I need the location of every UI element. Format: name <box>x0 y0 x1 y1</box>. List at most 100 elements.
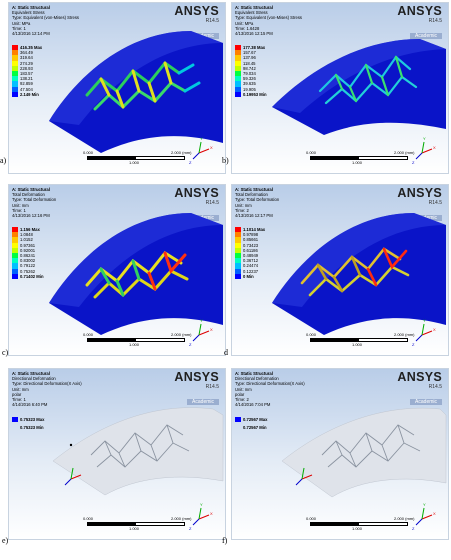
svg-text:Z: Z <box>412 526 415 531</box>
legend-swatch <box>12 232 18 238</box>
caption-c: c) <box>2 348 9 357</box>
panel-header: A: Static Structural Directional Deforma… <box>12 371 82 408</box>
svg-text:Z: Z <box>189 526 192 531</box>
legend-swatch <box>12 263 18 269</box>
scale-bar: 0.000 2.000 (mm) 1.000 <box>83 150 192 165</box>
legend-swatch <box>235 237 241 243</box>
svg-text:X: X <box>210 327 213 332</box>
svg-text:Y: Y <box>423 136 426 141</box>
min-label: 0.72567 Min <box>243 425 267 430</box>
legend-swatch <box>12 247 18 253</box>
panel-d-deformation-time2: A: Static Structural Total Deformation T… <box>231 184 449 356</box>
panel-header: A: Static Structural Equivalent Stress T… <box>235 5 303 37</box>
panel-header: A: Static Structural Directional Deforma… <box>235 371 305 408</box>
svg-text:Y: Y <box>423 502 426 507</box>
svg-text:Y: Y <box>200 318 203 323</box>
legend-swatch <box>235 65 241 71</box>
legend-swatch <box>235 50 241 56</box>
svg-text:Z: Z <box>412 342 415 347</box>
legend-swatch <box>235 86 241 92</box>
svg-text:X: X <box>210 511 213 516</box>
min-label: 0.75323 Min <box>20 425 44 430</box>
svg-text:X: X <box>433 145 436 150</box>
panel-header: A: Static Structural Equivalent Stress T… <box>12 5 80 37</box>
legend-swatch <box>12 45 18 51</box>
legend-swatch <box>12 86 18 92</box>
panel-header: A: Static Structural Total Deformation T… <box>12 187 57 219</box>
caption-a: a) <box>0 156 7 165</box>
panel-e-directional-time1: A: Static Structural Directional Deforma… <box>8 368 226 540</box>
svg-text:Y: Y <box>200 502 203 507</box>
scale-bar: 0.000 2.000 (mm) 1.000 <box>306 332 415 347</box>
panel-a-stress-time1: A: Static Structural Equivalent Stress T… <box>8 2 226 174</box>
panel-f-directional-time2: A: Static Structural Directional Deforma… <box>231 368 449 540</box>
model-view[interactable]: X Y Z <box>9 185 226 356</box>
scale-bar: 0.000 2.000 (mm) 1.000 <box>83 516 192 531</box>
svg-text:Z: Z <box>189 160 192 165</box>
caption-e: e) <box>2 536 9 545</box>
model-view[interactable]: X Y Z <box>9 369 226 540</box>
legend-swatch <box>12 273 18 279</box>
panel-header: A: Static Structural Total Deformation T… <box>235 187 280 219</box>
max-label: 0.72567 Max <box>235 417 267 423</box>
legend-swatch <box>235 81 241 87</box>
triad-icon <box>64 467 210 526</box>
legend-swatch <box>12 50 18 56</box>
triad-icon <box>192 323 210 342</box>
caption-f: f) <box>222 536 228 545</box>
legend-swatch <box>12 258 18 264</box>
svg-text:Y: Y <box>200 136 203 141</box>
legend-swatch <box>12 81 18 87</box>
panel-b-stress-time2: A: Static Structural Equivalent Stress T… <box>231 2 449 174</box>
legend-swatch <box>12 76 18 82</box>
legend-swatch <box>12 91 18 97</box>
legend-swatch <box>12 237 18 243</box>
legend-swatch <box>12 55 18 61</box>
legend-swatch <box>235 70 241 77</box>
legend-swatch <box>12 242 18 248</box>
ansys-logo: ANSYS R14.5 Academic <box>174 370 219 405</box>
legend-swatch <box>235 252 241 259</box>
legend-swatch <box>235 55 241 61</box>
svg-text:X: X <box>210 145 213 150</box>
legend-swatch <box>235 247 241 253</box>
legend-swatch <box>235 60 241 66</box>
triad-icon <box>295 467 433 526</box>
caption-b: b) <box>222 156 229 165</box>
ansys-logo: ANSYS R14.5 Academic <box>397 370 442 405</box>
legend-swatch <box>12 268 18 274</box>
svg-text:Z: Z <box>189 342 192 347</box>
triad-icon <box>415 323 433 342</box>
legend-swatch <box>12 65 18 71</box>
model-view[interactable]: X Y Z <box>232 369 449 540</box>
legend-swatch <box>12 70 18 77</box>
legend-swatch <box>235 268 241 274</box>
legend-swatch <box>235 91 241 97</box>
triad-icon <box>415 141 433 160</box>
scale-bar: 0.000 2.000 (mm) 1.000 <box>306 150 415 165</box>
legend-swatch <box>235 227 241 233</box>
legend-swatch <box>235 263 241 269</box>
svg-text:Z: Z <box>412 160 415 165</box>
legend-swatch <box>235 258 241 264</box>
legend-swatch <box>235 232 241 238</box>
model-view[interactable]: X Y Z <box>232 185 449 356</box>
model-view[interactable]: X Y Z <box>9 3 226 174</box>
scale-bar: 0.000 2.000 (mm) 1.000 <box>83 332 192 347</box>
legend-swatch <box>12 60 18 66</box>
legend-swatch <box>12 252 18 259</box>
svg-text:X: X <box>433 511 436 516</box>
svg-text:Y: Y <box>423 318 426 323</box>
svg-text:X: X <box>433 327 436 332</box>
scale-bar: 0.000 2.000 (mm) 1.000 <box>306 516 415 531</box>
legend-swatch <box>235 242 241 248</box>
legend-swatch <box>235 76 241 82</box>
ansys-logo: ANSYS R14.5 Academic <box>397 4 442 39</box>
triad-icon <box>192 141 210 160</box>
panel-c-deformation-time1: A: Static Structural Total Deformation T… <box>8 184 226 356</box>
model-view[interactable]: X Y Z <box>232 3 449 174</box>
max-label: 0.75323 Max <box>12 417 44 423</box>
legend-swatch <box>235 273 241 279</box>
legend-swatch <box>235 45 241 51</box>
caption-d: d <box>224 348 228 357</box>
